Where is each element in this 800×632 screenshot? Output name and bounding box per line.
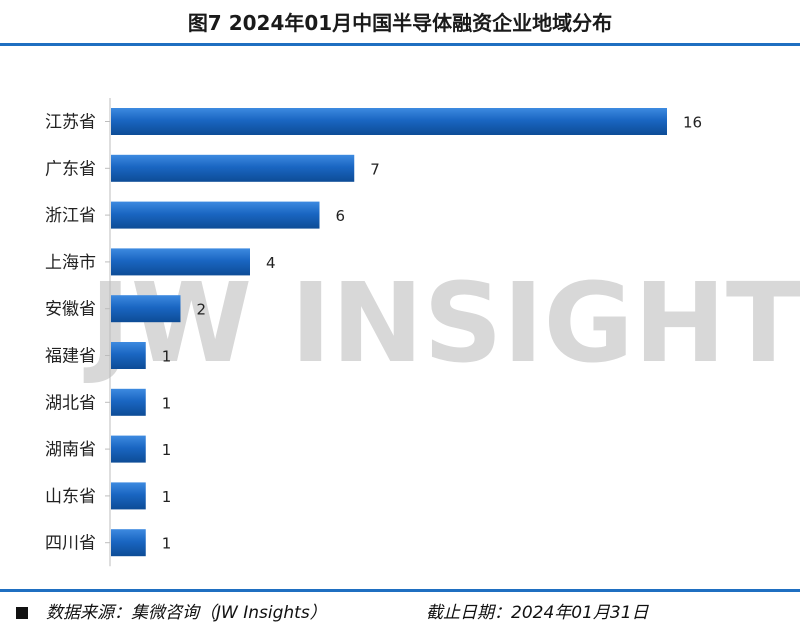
category-label: 浙江省 bbox=[45, 206, 96, 226]
watermark-text: JW INSIGHTS bbox=[83, 259, 800, 387]
category-label: 安徽省 bbox=[45, 300, 96, 320]
category-label: 上海市 bbox=[45, 253, 96, 273]
bar-chart: JW INSIGHTS 江苏省 16 广东省 7 浙江省 6 上海市 4 安徽省 2 福建省 1 湖北省 1… bbox=[45, 98, 800, 567]
bar bbox=[111, 201, 320, 229]
value-label: 6 bbox=[336, 207, 346, 225]
bar bbox=[111, 435, 146, 463]
value-label: 1 bbox=[162, 441, 172, 459]
top-rule bbox=[0, 43, 800, 46]
value-label: 2 bbox=[197, 301, 207, 319]
category-label: 江苏省 bbox=[45, 113, 96, 133]
value-label: 1 bbox=[162, 394, 172, 412]
bar bbox=[111, 482, 146, 510]
category-label: 湖南省 bbox=[45, 440, 96, 460]
category-label: 四川省 bbox=[45, 534, 96, 554]
value-label: 7 bbox=[370, 160, 380, 178]
value-label: 1 bbox=[162, 535, 172, 553]
footer: 数据来源：集微咨询（JW Insights） 截止日期：2024年01月31日 bbox=[0, 598, 800, 628]
footer-bullet-icon bbox=[16, 607, 28, 619]
data-source: 数据来源：集微咨询（JW Insights） bbox=[46, 603, 327, 623]
cutoff-date: 截止日期：2024年01月31日 bbox=[426, 603, 649, 623]
bar bbox=[111, 154, 355, 182]
category-label: 山东省 bbox=[45, 487, 96, 507]
bar bbox=[111, 108, 667, 135]
value-label: 16 bbox=[683, 114, 702, 132]
value-label: 4 bbox=[266, 254, 276, 272]
chart-title: 图7 2024年01月中国半导体融资企业地域分布 bbox=[187, 11, 613, 35]
bar bbox=[111, 248, 250, 276]
bar bbox=[111, 295, 181, 323]
category-label: 福建省 bbox=[45, 347, 96, 367]
bar bbox=[111, 342, 146, 369]
category-label: 湖北省 bbox=[45, 393, 96, 413]
category-label: 广东省 bbox=[45, 159, 96, 179]
value-label: 1 bbox=[162, 488, 172, 506]
value-label: 1 bbox=[162, 348, 172, 366]
bar bbox=[111, 529, 146, 557]
bar bbox=[111, 388, 146, 416]
bottom-rule bbox=[0, 589, 800, 592]
